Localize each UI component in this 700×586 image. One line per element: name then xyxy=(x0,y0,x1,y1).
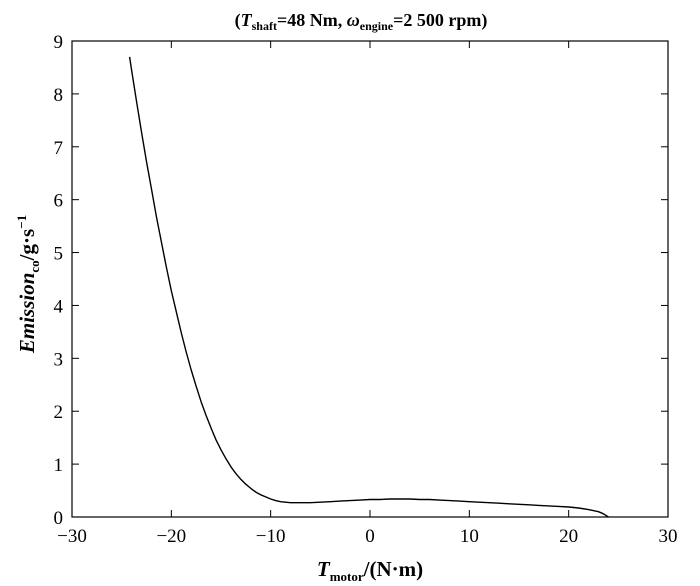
y-axis-subscript: co xyxy=(27,260,42,272)
x-tick-label: 30 xyxy=(659,526,678,547)
y-axis-ticks: 0 1 2 3 4 5 6 7 8 9 xyxy=(54,32,668,529)
title-omega-subscript: engine xyxy=(360,19,394,33)
plot-frame xyxy=(71,40,669,518)
y-tick-label: 5 xyxy=(54,244,64,265)
title-torque-value: =48 Nm, xyxy=(277,10,347,30)
y-tick-label: 3 xyxy=(54,349,64,370)
x-axis-title: Tmotor/(N·m) xyxy=(317,557,423,584)
x-tick-label: −10 xyxy=(256,526,286,547)
x-axis-subscript: motor xyxy=(330,569,364,584)
x-axis-unit: /(N·m) xyxy=(363,557,423,581)
x-axis-variable: T xyxy=(317,557,331,581)
y-tick-label: 7 xyxy=(54,138,64,159)
y-tick-label: 2 xyxy=(54,402,64,423)
y-tick-label: 4 xyxy=(54,296,64,317)
x-tick-label: −30 xyxy=(57,526,87,547)
y-axis-unit: /g·s xyxy=(15,229,39,262)
title-open-paren: ( xyxy=(235,10,241,31)
y-axis-variable: Emission xyxy=(15,273,39,355)
x-tick-label: 20 xyxy=(559,526,578,547)
series-layer xyxy=(128,56,609,518)
y-tick-label: 9 xyxy=(54,32,64,53)
x-tick-label: 10 xyxy=(460,526,479,547)
y-axis-superscript: −1 xyxy=(14,215,29,229)
y-tick-label: 8 xyxy=(54,85,64,106)
x-tick-label: 0 xyxy=(365,526,375,547)
chart-title: (Tshaft=48 Nm, ωengine=2 500 rpm) xyxy=(235,10,488,33)
title-omega-symbol: ω xyxy=(347,10,360,30)
x-axis-ticks: −30 −20 −10 0 10 20 30 xyxy=(57,41,678,547)
title-torque-symbol: T xyxy=(241,10,253,30)
y-tick-label: 0 xyxy=(54,508,64,529)
y-tick-label: 1 xyxy=(54,455,64,476)
series-line xyxy=(128,56,609,518)
y-tick-label: 6 xyxy=(54,191,64,212)
title-omega-value: =2 500 rpm) xyxy=(393,10,487,31)
title-torque-subscript: shaft xyxy=(252,19,277,33)
y-axis-title: Emissionco/g·s−1 xyxy=(14,215,42,354)
x-tick-label: −20 xyxy=(156,526,186,547)
